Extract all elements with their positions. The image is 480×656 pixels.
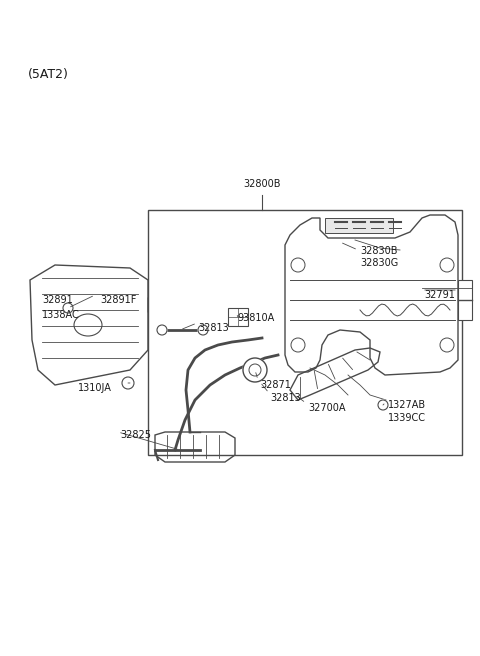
Circle shape (378, 400, 388, 410)
Circle shape (122, 377, 134, 389)
Text: 32813: 32813 (270, 393, 301, 403)
Circle shape (157, 325, 167, 335)
Bar (148, 210, 462, 455)
Circle shape (63, 303, 73, 313)
Text: 32825: 32825 (120, 430, 151, 440)
Text: 32830B: 32830B (360, 246, 397, 256)
Text: 1339CC: 1339CC (388, 413, 426, 423)
Text: 93810A: 93810A (237, 313, 274, 323)
Text: 32871: 32871 (260, 380, 291, 390)
Bar (228, 308, 248, 326)
Circle shape (440, 258, 454, 272)
Circle shape (291, 258, 305, 272)
Circle shape (291, 338, 305, 352)
Circle shape (440, 338, 454, 352)
Bar (325, 218, 393, 233)
Circle shape (198, 325, 208, 335)
Text: 32791: 32791 (424, 290, 455, 300)
Text: 1338AC: 1338AC (42, 310, 80, 320)
Bar (458, 280, 472, 320)
Text: 32813: 32813 (198, 323, 229, 333)
Text: 32891F: 32891F (100, 295, 136, 305)
Text: 32830G: 32830G (360, 258, 398, 268)
Text: 1327AB: 1327AB (388, 400, 426, 410)
Text: 32700A: 32700A (308, 403, 346, 413)
Text: 1310JA: 1310JA (78, 383, 112, 393)
Text: 32891: 32891 (42, 295, 73, 305)
Text: (5AT2): (5AT2) (28, 68, 69, 81)
Circle shape (243, 358, 267, 382)
Text: 32800B: 32800B (243, 179, 281, 189)
